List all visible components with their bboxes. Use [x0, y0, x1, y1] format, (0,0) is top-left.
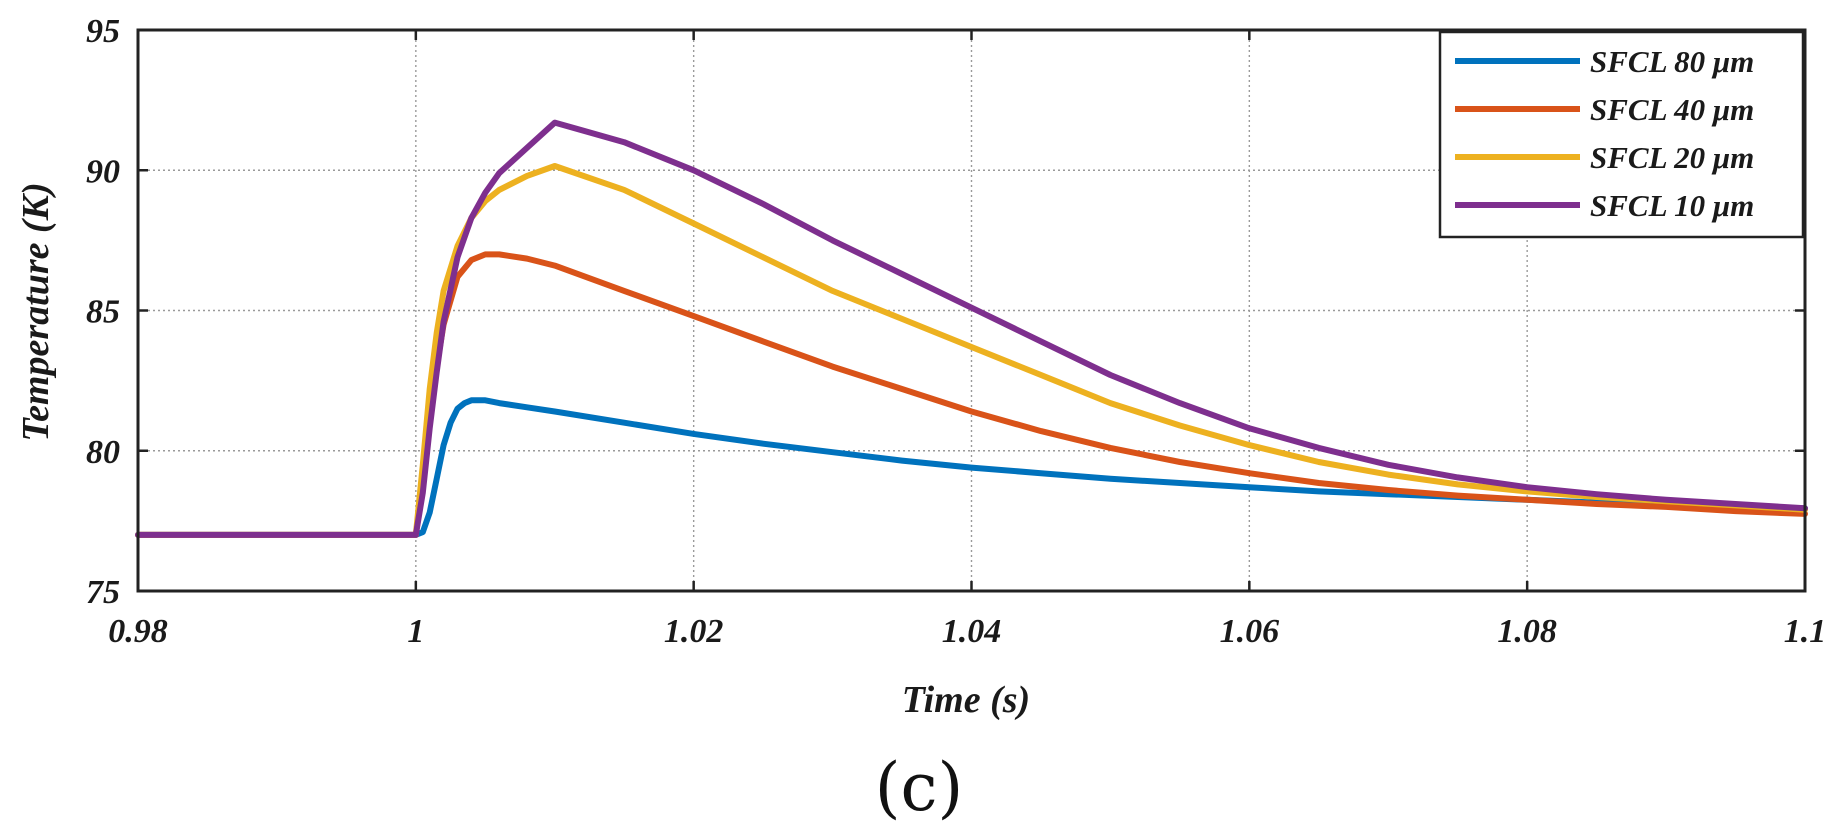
y-tick-label: 90 [86, 153, 120, 190]
x-axis-ticks: 0.98 1 1.02 1.04 1.06 1.08 1.1 [108, 30, 1826, 650]
panel-label: (c) [875, 749, 963, 826]
x-tick-label: 1.1 [1784, 613, 1827, 650]
x-axis-title: Time (s) [902, 679, 1030, 721]
y-tick-label: 95 [86, 13, 120, 50]
y-axis-ticks: 75 80 85 90 95 [86, 13, 1805, 611]
x-tick-label: 1.06 [1220, 613, 1280, 650]
legend-label: SFCL 20 μm [1590, 140, 1754, 175]
legend-label: SFCL 40 μm [1590, 92, 1754, 127]
x-tick-label: 1 [407, 613, 424, 650]
y-tick-label: 85 [86, 294, 120, 331]
x-tick-label: 1.04 [942, 613, 1002, 650]
y-tick-label: 80 [86, 434, 120, 471]
y-axis-title: Temperature (K) [15, 182, 57, 441]
x-tick-label: 1.02 [664, 613, 724, 650]
series-line-3 [135, 163, 1808, 538]
x-tick-label: 0.98 [108, 613, 168, 650]
y-tick-label: 75 [86, 574, 120, 611]
legend-label: SFCL 80 μm [1590, 44, 1754, 79]
x-tick-label: 1.08 [1497, 613, 1557, 650]
legend-label: SFCL 10 μm [1590, 188, 1754, 223]
legend: SFCL 80 μm SFCL 40 μm SFCL 20 μm SFCL 10 μm [1438, 30, 1805, 239]
series-lines [135, 119, 1808, 538]
series-line-4 [135, 119, 1808, 538]
